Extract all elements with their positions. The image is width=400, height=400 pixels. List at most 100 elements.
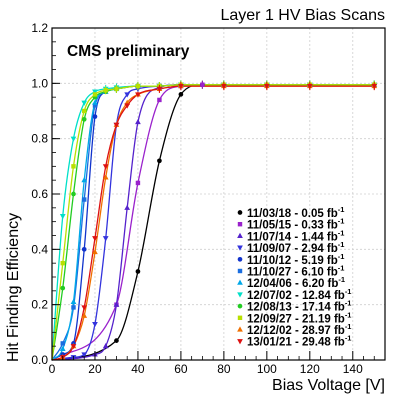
data-point xyxy=(135,180,141,186)
data-point xyxy=(113,122,120,128)
legend-unit-superscript: -1 xyxy=(345,299,352,308)
x-tick-label: 120 xyxy=(300,362,320,376)
data-point xyxy=(135,83,141,89)
data-point xyxy=(135,118,141,125)
data-point xyxy=(81,312,88,318)
data-point xyxy=(92,99,98,105)
legend-entry: 11/05/15 - 0.33 fb-1 xyxy=(247,217,344,232)
x-tick-label: 40 xyxy=(131,362,145,376)
legend-unit-superscript: -1 xyxy=(345,310,352,319)
data-point xyxy=(92,89,98,95)
legend-marker xyxy=(237,256,243,262)
legend-marker xyxy=(237,315,243,321)
legend-entry: 12/12/02 - 28.97 fb-1 xyxy=(247,322,351,337)
data-point xyxy=(102,164,109,170)
data-point xyxy=(81,177,88,183)
legend-marker xyxy=(237,292,243,298)
data-point xyxy=(135,269,141,274)
data-point xyxy=(135,92,141,98)
cms-preliminary-label: CMS preliminary xyxy=(67,43,190,60)
y-tick-label: 1.2 xyxy=(31,21,48,35)
data-point xyxy=(81,305,88,311)
x-tick-label: 140 xyxy=(343,362,363,376)
y-tick-label: 0.8 xyxy=(31,132,48,146)
data-point xyxy=(59,345,66,352)
data-point xyxy=(156,86,163,92)
legend-entry: 11/07/14 - 1.44 fb-1 xyxy=(247,228,344,243)
y-tick-label: 1.0 xyxy=(31,76,48,90)
data-point xyxy=(71,164,76,169)
data-point xyxy=(124,204,131,210)
legend-marker xyxy=(237,339,243,345)
legend-marker xyxy=(237,245,243,251)
legend-entry: 11/09/07 - 2.94 fb-1 xyxy=(247,240,344,255)
data-point xyxy=(114,338,119,343)
legend-unit-superscript: -1 xyxy=(338,228,345,237)
data-point xyxy=(178,84,184,90)
fit-curve xyxy=(51,84,375,361)
data-point xyxy=(157,97,162,103)
data-point xyxy=(82,197,87,202)
legend-unit-superscript: -1 xyxy=(338,252,345,261)
data-point xyxy=(92,248,98,255)
y-tick-label: 0.0 xyxy=(31,353,48,367)
legend-unit-superscript: -1 xyxy=(345,287,352,296)
data-point xyxy=(102,343,109,349)
grid-lines xyxy=(52,28,385,360)
axes: 0.0 0.2 0.4 0.6 0.8 1.0 1.2 0 20 40 60 80 100 120 140 xyxy=(31,21,375,376)
y-tick-label: 0.2 xyxy=(31,298,48,312)
data-point xyxy=(157,158,162,164)
data-point xyxy=(81,246,87,252)
data-point xyxy=(371,84,378,90)
data-point xyxy=(263,84,270,90)
data-point xyxy=(102,236,109,242)
data-markers xyxy=(59,80,378,361)
legend-entry: 12/07/02 - 12.84 fb-1 xyxy=(247,287,351,302)
chart-title: Layer 1 HV Bias Scans xyxy=(220,7,385,24)
data-point xyxy=(60,341,65,346)
data-point xyxy=(81,352,88,358)
legend-marker xyxy=(237,210,243,215)
x-tick-label: 60 xyxy=(174,362,188,376)
data-point xyxy=(124,92,131,98)
legend-unit-superscript: -1 xyxy=(345,322,352,331)
data-point xyxy=(102,174,109,180)
data-point xyxy=(81,100,88,106)
data-point xyxy=(70,298,77,304)
data-point xyxy=(60,285,66,291)
data-point xyxy=(221,84,227,90)
data-point xyxy=(114,86,119,92)
data-point xyxy=(71,305,76,310)
data-point xyxy=(113,301,120,307)
y-tick-label: 0.4 xyxy=(31,242,48,256)
data-point xyxy=(70,344,77,350)
legend-entry: 12/08/13 - 17.14 fb-1 xyxy=(247,299,351,314)
data-point xyxy=(70,136,77,142)
data-point xyxy=(103,88,108,93)
data-point xyxy=(60,260,65,266)
data-point xyxy=(81,116,87,122)
legend-entry: 12/09/27 - 21.19 fb-1 xyxy=(247,310,351,325)
data-point xyxy=(59,214,66,220)
legend-unit-superscript: -1 xyxy=(345,334,352,343)
legend-unit-superscript: -1 xyxy=(338,264,345,273)
x-tick-label: 20 xyxy=(88,362,102,376)
data-point xyxy=(178,92,184,97)
legend-entry: 11/10/27 - 6.10 fb-1 xyxy=(247,264,344,279)
data-point xyxy=(82,108,87,114)
legend-marker xyxy=(237,326,243,332)
data-point xyxy=(92,92,98,97)
data-point xyxy=(92,236,98,242)
y-tick-label: 0.6 xyxy=(31,187,48,201)
data-point xyxy=(71,191,76,197)
legend-unit-superscript: -1 xyxy=(338,205,345,214)
data-point xyxy=(92,103,98,108)
x-axis-label: Bias Voltage [V] xyxy=(272,377,385,394)
legend-marker xyxy=(237,232,243,238)
data-point xyxy=(124,103,131,109)
data-point xyxy=(306,84,313,90)
legend-unit-superscript: -1 xyxy=(338,275,345,284)
data-point xyxy=(92,114,98,119)
legend-entry: 12/04/06 - 6.20 fb-1 xyxy=(247,275,345,290)
